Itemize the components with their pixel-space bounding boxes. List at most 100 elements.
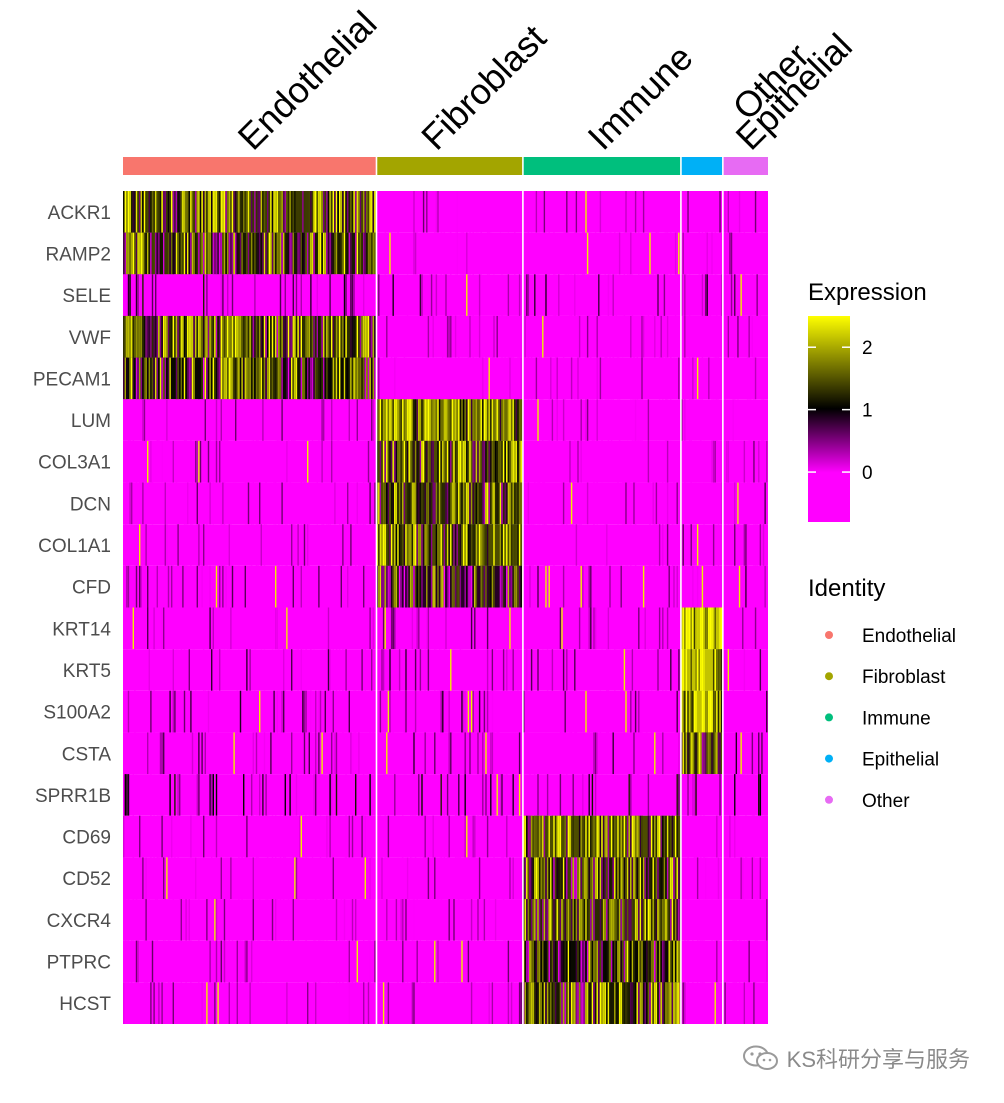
group-bar-separator xyxy=(522,157,524,175)
stripes-s100a2-immune xyxy=(522,690,682,733)
stripes-col3a1-fibroblast xyxy=(376,440,522,483)
group-separator xyxy=(722,191,724,1024)
stripes-csta-fibroblast xyxy=(382,732,524,775)
gene-label-csta: CSTA xyxy=(62,744,112,765)
group-bar-other xyxy=(722,157,768,175)
stripes-vwf-immune xyxy=(524,315,680,358)
cell-krt5-other xyxy=(722,649,768,691)
stripes-cfd-fibroblast xyxy=(376,565,524,608)
stripes-krt14-immune xyxy=(524,607,682,650)
stripes-cd69-fibroblast xyxy=(378,815,524,858)
cell-ackr1-epithelial xyxy=(680,191,723,233)
gene-label-col3a1: COL3A1 xyxy=(38,453,111,474)
gene-label-krt14: KRT14 xyxy=(52,619,111,640)
gene-labels: ACKR1 RAMP2 SELE VWF PECAM1 LUM COL3A1 DCN COL1A… xyxy=(33,203,112,1015)
cell-dcn-other xyxy=(722,482,768,525)
gene-label-cd69: CD69 xyxy=(62,828,111,849)
cell-s100a2-endothelial xyxy=(123,690,377,733)
stripes-hcst-epithelial xyxy=(682,982,718,1024)
stripes-col1a1-endothelial xyxy=(124,524,374,566)
stripes-s100a2-endothelial xyxy=(127,690,374,733)
cell-ramp2-immune xyxy=(522,232,681,275)
cell-sprr1b-immune xyxy=(522,774,681,816)
group-labels: Endothelial Fibroblast Immune EpithelialOth… xyxy=(230,3,860,158)
stripes-s100a2-epithelial xyxy=(680,690,723,733)
cell-krt14-fibroblast xyxy=(376,607,523,650)
stripes-krt5-fibroblast xyxy=(381,649,519,691)
stripes-cxcr4-endothelial xyxy=(123,899,378,941)
cell-csta-other xyxy=(722,732,768,775)
colorbar-gradient xyxy=(808,316,850,522)
stripes-ptprc-other xyxy=(732,940,768,983)
cell-pecam1-immune xyxy=(522,357,681,400)
stripes-col1a1-fibroblast xyxy=(376,524,524,566)
stripes-vwf-epithelial xyxy=(684,315,723,358)
cell-vwf-other xyxy=(722,315,768,358)
stripes-ackr1-immune xyxy=(530,191,682,233)
cell-cxcr4-epithelial xyxy=(680,899,723,941)
stripes-cd69-epithelial xyxy=(687,815,718,858)
watermark: KS科研分享与服务 xyxy=(741,1042,970,1074)
legend-swatch-fibroblast xyxy=(825,672,833,681)
cell-sprr1b-endothelial xyxy=(123,774,377,816)
stripes-ramp2-epithelial xyxy=(682,232,716,275)
stripes-ptprc-endothelial xyxy=(124,940,376,983)
stripes-vwf-other xyxy=(727,315,768,358)
stripes-krt5-epithelial xyxy=(680,649,723,691)
cell-sprr1b-epithelial xyxy=(680,774,723,816)
group-bar-separator xyxy=(722,157,724,175)
stripes-sprr1b-other xyxy=(734,774,768,816)
stripes-cd69-endothelial xyxy=(123,815,378,858)
stripes-vwf-endothelial xyxy=(123,315,378,358)
cell-pecam1-other xyxy=(722,357,768,400)
stripes-krt5-other xyxy=(727,649,768,691)
stripes-cd69-other xyxy=(729,815,766,858)
cell-ackr1-immune xyxy=(522,191,681,233)
cell-ptprc-other xyxy=(722,940,768,983)
stripes-cd52-fibroblast xyxy=(381,857,521,900)
group-separator xyxy=(375,191,378,1024)
group-bar-immune xyxy=(522,157,681,175)
stripes-csta-epithelial xyxy=(680,732,723,775)
stripes-dcn-endothelial xyxy=(126,482,378,525)
stripes-sprr1b-fibroblast xyxy=(394,774,521,816)
group-separator xyxy=(680,191,682,1024)
stripes-hcst-other xyxy=(724,982,766,1024)
stripes-csta-endothelial xyxy=(123,732,368,775)
legend-label-epithelial: Epithelial xyxy=(862,750,939,771)
cell-sele-endothelial xyxy=(123,274,377,316)
gene-label-ramp2: RAMP2 xyxy=(46,244,111,265)
cell-lum-epithelial xyxy=(680,399,723,441)
stripes-krt14-fibroblast xyxy=(382,607,524,650)
cell-ptprc-fibroblast xyxy=(376,940,523,983)
stripes-col3a1-endothelial xyxy=(143,440,370,483)
stripes-col3a1-other xyxy=(726,440,768,483)
cell-col1a1-epithelial xyxy=(680,524,723,566)
stripes-ackr1-other xyxy=(724,191,757,233)
cell-sele-immune xyxy=(522,274,681,316)
stripes-csta-immune xyxy=(522,732,682,775)
cell-krt5-fibroblast xyxy=(376,649,523,691)
stripes-pecam1-other xyxy=(734,357,757,400)
colorbar-title: Expression xyxy=(808,279,927,306)
gene-label-sprr1b: SPRR1B xyxy=(35,786,111,807)
cell-sprr1b-fibroblast xyxy=(376,774,523,816)
wechat-icon xyxy=(742,1045,778,1070)
stripes-pecam1-fibroblast xyxy=(378,357,522,400)
stripes-cd52-other xyxy=(726,857,762,900)
gene-label-s100a2: S100A2 xyxy=(43,703,111,724)
cell-cd69-endothelial xyxy=(123,815,377,858)
stripes-lum-other xyxy=(724,399,765,441)
stripes-sele-other xyxy=(724,274,762,316)
gene-label-pecam1: PECAM1 xyxy=(33,369,111,390)
stripes-krt5-immune xyxy=(526,649,682,691)
stripes-lum-fibroblast xyxy=(376,399,524,441)
gene-label-vwf: VWF xyxy=(69,328,111,349)
stripes-pecam1-endothelial xyxy=(123,357,378,400)
gene-label-krt5: KRT5 xyxy=(63,661,111,682)
identity-legend: Identity Endothelial Fibroblast Immune Epit… xyxy=(808,575,956,812)
group-label-immune: Immune xyxy=(580,37,701,158)
stripes-hcst-endothelial xyxy=(123,982,371,1024)
stripes-cd52-endothelial xyxy=(126,857,373,900)
cell-lum-other xyxy=(722,399,768,441)
